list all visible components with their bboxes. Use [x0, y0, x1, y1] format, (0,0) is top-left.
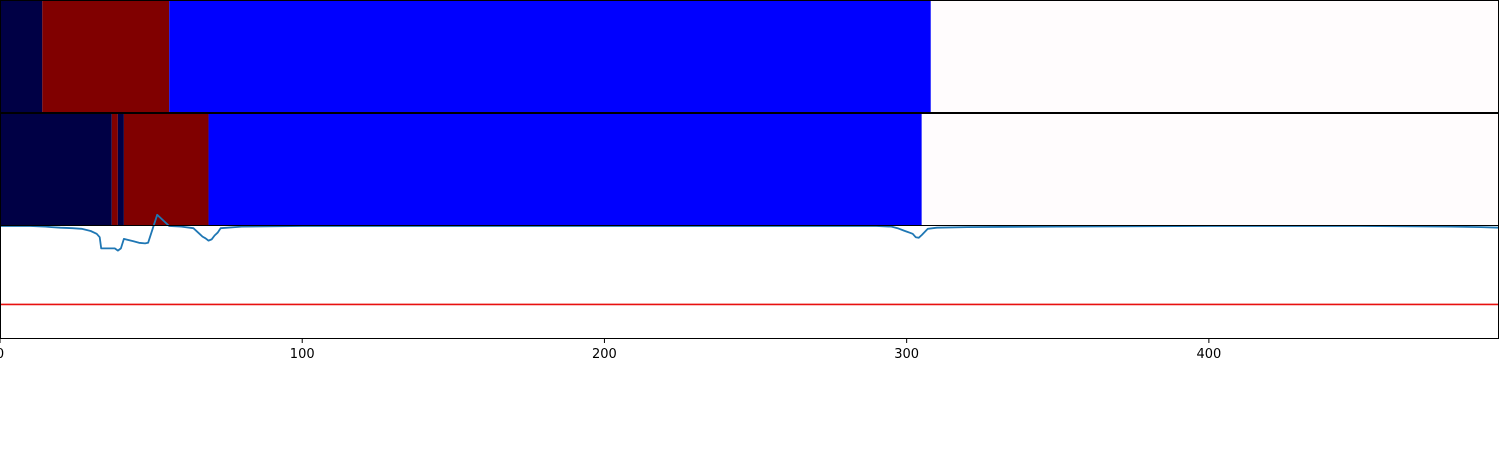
segment-row-1: [0, 1, 1499, 112]
segment-2-6: [921, 114, 1499, 225]
x-tick-label: 200: [592, 347, 617, 362]
panel-frames: [0, 0, 1499, 339]
segment-1-4: [930, 1, 1499, 112]
x-tick-label: 0: [0, 347, 4, 362]
x-axis: 0 100 200 300 400: [0, 338, 1221, 362]
segment-2-2: [111, 114, 118, 225]
segment-row-2: [0, 114, 1499, 225]
line-panel: [0, 213, 1500, 306]
segment-2-1: [0, 114, 112, 225]
x-tick-label: 400: [1196, 347, 1221, 362]
panel-frame-1: [0, 0, 1499, 113]
segment-1-1: [0, 1, 43, 112]
x-tick-label: 300: [894, 347, 919, 362]
x-tick-label: 100: [290, 347, 315, 362]
segment-1-3: [169, 1, 931, 112]
segment-2-3: [117, 114, 124, 225]
score-line: [0, 213, 1500, 252]
segment-2-4: [123, 114, 209, 225]
segment-1-2: [42, 1, 170, 112]
segment-2-5: [208, 114, 922, 225]
panel-frame-3: [0, 225, 1499, 339]
